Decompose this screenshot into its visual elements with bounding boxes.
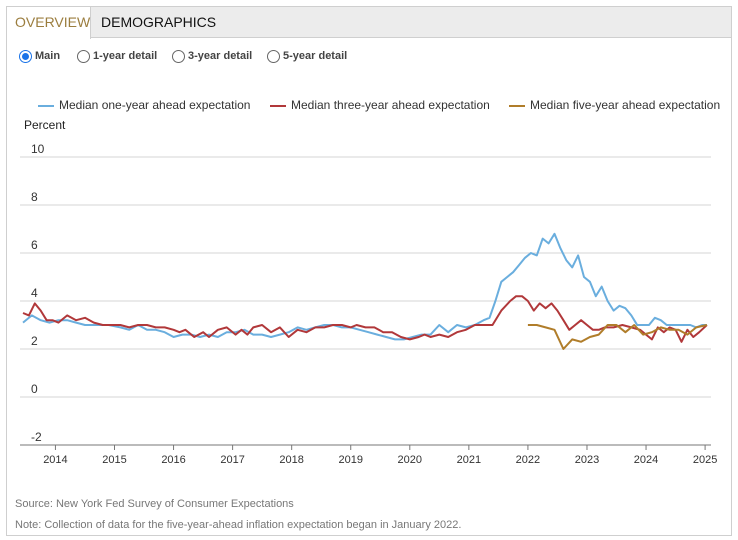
- series-one-year-line: [22, 232, 707, 341]
- x-tick-label: 2021: [457, 454, 481, 466]
- radio-unselected-icon: [172, 50, 185, 63]
- tab-bar: OVERVIEW DEMOGRAPHICS: [7, 7, 731, 39]
- radio-5-year-label: 5-year detail: [283, 50, 348, 62]
- line-chart: -2 0 2 4 6 8 10 2014 2015 2016 2017 2018 2019 2020 202…: [20, 142, 717, 466]
- x-tick-label: 2022: [516, 454, 540, 466]
- source-note: Source: New York Fed Survey of Consumer …: [15, 498, 294, 510]
- y-tick-label: 6: [31, 238, 38, 252]
- radio-unselected-icon: [77, 50, 90, 63]
- x-tick-label: 2017: [220, 454, 244, 466]
- x-tick-label: 2025: [693, 454, 717, 466]
- y-axis-title: Percent: [24, 118, 66, 132]
- radio-selected-icon: [19, 50, 32, 63]
- radio-3-year-label: 3-year detail: [188, 50, 253, 62]
- y-tick-label: -2: [31, 430, 42, 444]
- radio-1-year-label: 1-year detail: [93, 50, 158, 62]
- x-tick-label: 2020: [398, 454, 422, 466]
- series-five-year-line: [527, 324, 708, 350]
- x-tick-label: 2018: [279, 454, 303, 466]
- x-tick-label: 2023: [575, 454, 599, 466]
- y-tick-label: 0: [31, 382, 38, 396]
- radio-unselected-icon: [267, 50, 280, 63]
- x-tick-label: 2015: [102, 454, 126, 466]
- y-tick-label: 4: [31, 286, 38, 300]
- legend-label: Median one-year ahead expectation: [59, 98, 251, 112]
- radio-main-label: Main: [35, 50, 61, 62]
- series-three-year-line: [22, 295, 708, 343]
- tab-demographics[interactable]: DEMOGRAPHICS: [101, 14, 217, 30]
- x-tick-label: 2024: [634, 454, 658, 466]
- x-tick-label: 2016: [161, 454, 185, 466]
- legend-label: Median five-year ahead expectation: [530, 98, 721, 112]
- legend-label: Median three-year ahead expectation: [291, 98, 490, 112]
- data-note: Note: Collection of data for the five-ye…: [15, 519, 462, 531]
- y-tick-label: 10: [31, 142, 45, 156]
- legend-swatch: [270, 105, 286, 107]
- tab-overview[interactable]: OVERVIEW: [7, 7, 91, 39]
- y-tick-label: 8: [31, 190, 38, 204]
- y-tick-label: 2: [31, 334, 38, 348]
- legend-swatch: [509, 105, 525, 107]
- chart-panel: OVERVIEW DEMOGRAPHICS Main 1-year detail…: [6, 6, 732, 536]
- x-tick-label: 2014: [43, 454, 67, 466]
- legend-swatch: [38, 105, 54, 107]
- x-tick-label: 2019: [338, 454, 362, 466]
